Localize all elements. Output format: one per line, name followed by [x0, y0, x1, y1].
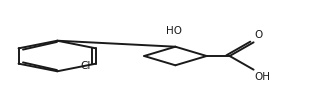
- Text: HO: HO: [166, 26, 182, 36]
- Text: OH: OH: [254, 72, 270, 82]
- Text: Cl: Cl: [81, 61, 91, 71]
- Text: O: O: [254, 30, 263, 40]
